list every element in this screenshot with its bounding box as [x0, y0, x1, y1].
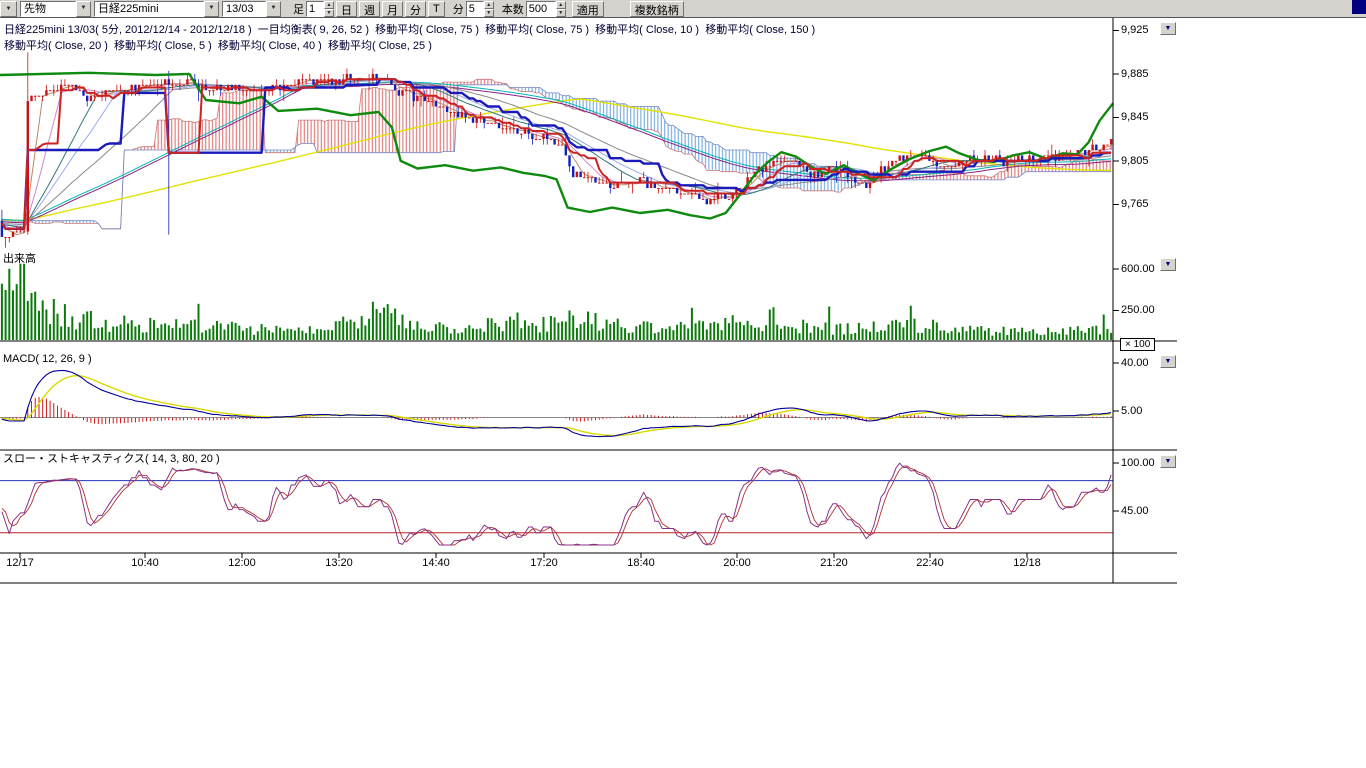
- bar-count-input[interactable]: ▲▼: [526, 1, 566, 17]
- corner-dropdown-button[interactable]: ▼: [0, 1, 17, 17]
- triangle-down-icon: ▼: [1165, 358, 1172, 365]
- triangle-down-icon[interactable]: ▼: [484, 9, 494, 17]
- price-panel-scroll-button[interactable]: ▼: [1160, 22, 1176, 35]
- spinner-icon[interactable]: ▲▼: [324, 1, 334, 17]
- apply-button[interactable]: 適用: [572, 1, 604, 17]
- instrument-category-value: 先物: [20, 1, 76, 17]
- instrument-value: 日経225mini: [94, 1, 204, 17]
- triangle-down-icon: ▼: [1165, 261, 1172, 268]
- chevron-down-icon[interactable]: ▼: [266, 1, 281, 17]
- triangle-down-icon: ▼: [1165, 458, 1172, 465]
- spinner-icon[interactable]: ▲▼: [484, 1, 494, 17]
- triangle-up-icon[interactable]: ▲: [484, 1, 494, 9]
- period-minute-button[interactable]: 分: [405, 1, 426, 17]
- minute-input[interactable]: ▲▼: [466, 1, 494, 17]
- chevron-down-icon: ▼: [6, 6, 12, 12]
- period-day-button[interactable]: 日: [336, 1, 357, 17]
- spinner-icon[interactable]: ▲▼: [556, 1, 566, 17]
- volume-panel-scroll-button[interactable]: ▼: [1160, 258, 1176, 271]
- triangle-down-icon: ▼: [1165, 25, 1172, 32]
- triangle-up-icon[interactable]: ▲: [556, 1, 566, 9]
- contract-month-select[interactable]: 13/03 ▼: [222, 1, 281, 17]
- bar-count-label: 本数: [502, 1, 524, 17]
- corner-accent: [1352, 0, 1366, 14]
- bar-interval-field[interactable]: [306, 1, 324, 17]
- app-toolbar: ▼ 先物 ▼ 日経225mini ▼ 13/03 ▼ 足 ▲▼ 日 週 月 分 …: [0, 0, 1366, 18]
- triangle-down-icon[interactable]: ▼: [556, 9, 566, 17]
- bar-interval-input[interactable]: ▲▼: [306, 1, 334, 17]
- macd-panel-scroll-button[interactable]: ▼: [1160, 355, 1176, 368]
- triangle-up-icon[interactable]: ▲: [324, 1, 334, 9]
- multi-symbol-button[interactable]: 複数銘柄: [630, 1, 684, 17]
- minute-label: 分: [453, 1, 464, 17]
- stoch-panel-scroll-button[interactable]: ▼: [1160, 455, 1176, 468]
- bar-type-label: 足: [293, 1, 304, 17]
- instrument-category-select[interactable]: 先物 ▼: [20, 1, 91, 17]
- triangle-down-icon[interactable]: ▼: [324, 9, 334, 17]
- chevron-down-icon[interactable]: ▼: [204, 1, 219, 17]
- minute-field[interactable]: [466, 1, 484, 17]
- period-tick-button[interactable]: T: [428, 1, 445, 17]
- period-month-button[interactable]: 月: [382, 1, 403, 17]
- chart-canvas[interactable]: [0, 0, 1366, 600]
- period-week-button[interactable]: 週: [359, 1, 380, 17]
- app-window: ▼ 先物 ▼ 日経225mini ▼ 13/03 ▼ 足 ▲▼ 日 週 月 分 …: [0, 0, 1366, 768]
- bar-count-field[interactable]: [526, 1, 556, 17]
- instrument-select[interactable]: 日経225mini ▼: [94, 1, 219, 17]
- contract-month-value: 13/03: [222, 1, 266, 17]
- chevron-down-icon[interactable]: ▼: [76, 1, 91, 17]
